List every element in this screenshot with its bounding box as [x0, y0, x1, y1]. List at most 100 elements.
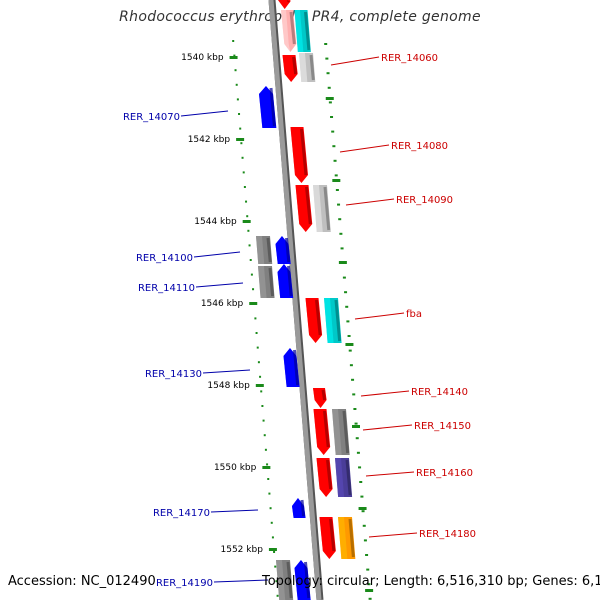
- gene-rer-14110[interactable]: [277, 264, 294, 298]
- major-tick-left: [229, 56, 238, 59]
- ruler-dot-left: [266, 463, 269, 466]
- gene-label-left[interactable]: RER_14110: [138, 283, 195, 294]
- ruler-dot-right: [340, 247, 344, 250]
- gene-label-right[interactable]: RER_14140: [411, 387, 468, 398]
- gene-label-left[interactable]: RER_14130: [145, 369, 202, 380]
- ruler-dot-right: [346, 320, 350, 323]
- gene-label-left[interactable]: RER_14170: [153, 508, 210, 519]
- leader-line: [195, 282, 244, 288]
- ruler-dot-right: [344, 291, 348, 294]
- gene-fba[interactable]: [305, 298, 323, 343]
- gene-gray-14100[interactable]: [256, 236, 273, 264]
- ruler-dot-right: [327, 86, 331, 89]
- ruler-dot-left: [270, 521, 273, 524]
- gene-label-left[interactable]: RER_14100: [136, 253, 193, 264]
- ruler-dot-right: [328, 101, 332, 104]
- major-tick-right: [338, 261, 347, 264]
- ruler-dot-right: [353, 408, 357, 410]
- gene-gray-14090[interactable]: [313, 185, 331, 232]
- major-tick-left: [255, 384, 264, 387]
- ruler-dot-left: [273, 551, 276, 553]
- leader-line: [339, 144, 390, 153]
- gene-rer-14180[interactable]: [319, 517, 336, 559]
- ruler-dot-right: [342, 276, 346, 279]
- major-tick-right: [358, 507, 367, 510]
- gene-rer-14140[interactable]: [313, 388, 327, 408]
- ruler-dot-left: [252, 288, 255, 291]
- gene-rer-14100[interactable]: [275, 236, 291, 264]
- gene-label-left[interactable]: RER_14070: [123, 112, 180, 123]
- gene-layer: [256, 0, 356, 600]
- gene-red-top[interactable]: [278, 0, 291, 9]
- leader-line: [362, 424, 413, 431]
- major-tick-left: [262, 466, 271, 469]
- gene-rer-14150[interactable]: [313, 409, 331, 455]
- gene-label-right[interactable]: RER_14060: [381, 53, 438, 64]
- gene-label-right[interactable]: RER_14080: [391, 141, 448, 152]
- ruler-dot-right: [345, 305, 349, 308]
- gene-rer-14070[interactable]: [259, 86, 277, 128]
- gene-purple-14160[interactable]: [335, 458, 353, 497]
- ruler-dot-right: [332, 145, 336, 148]
- gene-rer-14060[interactable]: [282, 55, 298, 82]
- gene-rer-14160[interactable]: [316, 458, 333, 497]
- ruler-dot-right: [358, 466, 362, 469]
- ruler-dot-left: [261, 405, 264, 407]
- ruler-dot-left: [255, 332, 258, 334]
- major-tick-right: [352, 425, 360, 428]
- gene-orange-14180[interactable]: [338, 517, 356, 559]
- gene-label-right[interactable]: RER_14160: [416, 468, 473, 479]
- ruler-dot-right: [368, 597, 372, 600]
- ruler-dot-left: [269, 507, 272, 510]
- gene-cyan-fba[interactable]: [324, 298, 342, 343]
- ruler-dot-left: [236, 98, 239, 101]
- leader-line: [193, 251, 241, 258]
- gene-rer-14090[interactable]: [295, 185, 313, 232]
- ruler-dot-right: [330, 116, 334, 118]
- ruler-dot-right: [356, 451, 360, 454]
- gene-pink-top[interactable]: [281, 10, 297, 52]
- gene-gray-14190[interactable]: [276, 560, 294, 600]
- gene-label-right[interactable]: RER_14090: [396, 195, 453, 206]
- ruler-dot-left: [267, 478, 270, 480]
- gene-label-right[interactable]: fba: [406, 309, 422, 320]
- tick-label: 1542 kbp: [188, 135, 231, 145]
- ruler-dot-right: [363, 539, 367, 542]
- ruler-dot-left: [262, 419, 265, 422]
- gene-label-right[interactable]: RER_14150: [414, 421, 471, 432]
- ruler-dot-left: [238, 113, 241, 115]
- ruler-dot-left: [275, 580, 278, 583]
- major-tick-left: [236, 138, 245, 141]
- ruler-dot-right: [337, 203, 341, 206]
- ruler-dot-left: [264, 448, 267, 451]
- ruler-dot-right: [362, 524, 366, 527]
- ruler-dot-left: [240, 142, 243, 145]
- ruler-dot-right: [352, 393, 356, 396]
- gene-rer-14170[interactable]: [292, 498, 306, 518]
- ruler-dot-left: [242, 171, 245, 174]
- tick-label: 1540 kbp: [181, 53, 224, 63]
- gene-rer-14080[interactable]: [290, 127, 308, 183]
- tick-label: 1550 kbp: [214, 463, 257, 473]
- gene-gray-14110[interactable]: [258, 266, 275, 298]
- axis-layer: [268, 0, 324, 600]
- ruler-dot-right: [347, 335, 351, 337]
- gene-gray-14060[interactable]: [299, 53, 316, 82]
- ruler-dot-left: [232, 40, 235, 42]
- gene-gray-14150[interactable]: [332, 409, 350, 455]
- ruler-dot-right: [355, 437, 359, 440]
- ruler-dot-right: [367, 583, 371, 586]
- gene-rer-14190[interactable]: [294, 560, 311, 600]
- leader-line: [360, 390, 410, 397]
- major-tick-right: [365, 589, 374, 592]
- gene-label-right[interactable]: RER_14180: [419, 529, 476, 540]
- ruler-dot-right: [366, 568, 370, 571]
- ruler-dot-left: [247, 229, 250, 232]
- gene-rer-14130[interactable]: [283, 348, 300, 387]
- ruler-dot-right: [359, 481, 363, 483]
- ruler-dot-left: [274, 565, 277, 568]
- gene-label-left[interactable]: RER_14190: [156, 578, 213, 589]
- gene-cyan-top[interactable]: [294, 10, 311, 52]
- ruler-dot-right: [335, 189, 339, 191]
